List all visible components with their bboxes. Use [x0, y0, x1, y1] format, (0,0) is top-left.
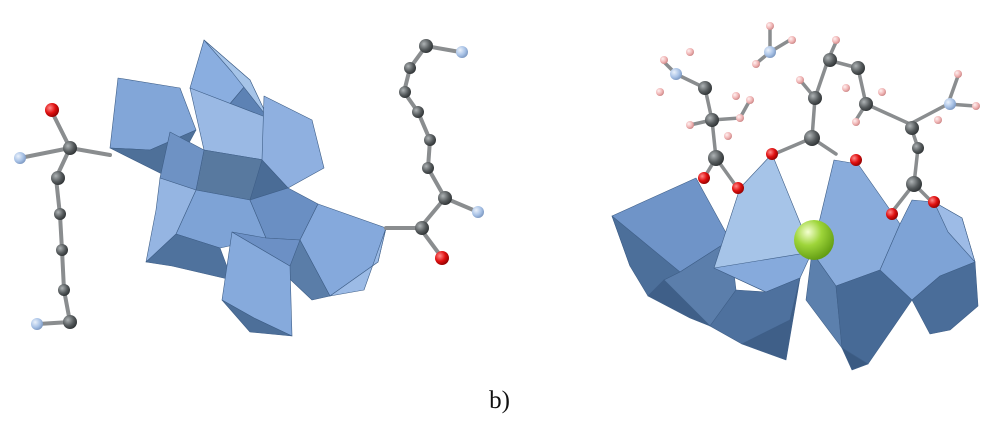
carbon-atom: [823, 53, 837, 67]
carbon-atom: [422, 162, 434, 174]
oxygen-atom: [886, 208, 898, 220]
hydrogen-atom: [752, 60, 760, 68]
left-molecule: [14, 39, 484, 337]
hydrogen-atom: [766, 22, 774, 30]
nitrogen-atom: [14, 152, 26, 164]
carbon-atom: [399, 86, 411, 98]
hydrogen-atom: [736, 114, 744, 122]
polyoxometalate-cluster-right: [611, 153, 979, 371]
carbon-atom: [51, 171, 65, 185]
carbon-atom: [419, 39, 433, 53]
carbon-atom: [851, 61, 865, 75]
carbon-atom: [859, 97, 873, 111]
hydrogen-atom: [746, 96, 754, 104]
hydrogen-atom: [796, 76, 804, 84]
carbon-atom: [906, 176, 922, 192]
carbon-atom: [63, 141, 77, 155]
oxygen-atom: [850, 154, 862, 166]
figure-caption: b): [489, 387, 510, 414]
carbon-atom: [705, 113, 719, 127]
carbon-atom: [58, 284, 70, 296]
hydrogen-atom: [788, 36, 796, 44]
hydrogen-atom: [660, 56, 668, 64]
hydrogen-atom: [842, 84, 850, 92]
nitrogen-atom: [472, 206, 484, 218]
oxygen-atom: [435, 251, 449, 265]
hydrogen-atom: [832, 36, 840, 44]
carbon-atom: [912, 142, 924, 154]
hydrogen-atom: [878, 88, 886, 96]
polyoxometalate-cluster-left: [109, 39, 387, 337]
hydrogen-atom: [954, 70, 962, 78]
nitrogen-atom: [944, 98, 956, 110]
carbon-atom: [415, 221, 429, 235]
right-chain-bonds: [384, 43, 480, 257]
oxygen-atom: [766, 148, 778, 160]
hydrogen-atoms: [656, 22, 980, 140]
carbon-atom: [412, 106, 424, 118]
carbon-atom: [804, 130, 820, 146]
nitrogen-atom: [31, 318, 43, 330]
hydrogen-atom: [972, 102, 980, 110]
right-molecule: [611, 22, 980, 371]
nitrogen-atom: [456, 46, 468, 58]
carbon-atom: [698, 81, 712, 95]
hydrogen-atom: [686, 48, 694, 56]
carbon-atom: [438, 191, 452, 205]
oxygen-atom: [698, 172, 710, 184]
nitrogen-atom: [764, 46, 776, 58]
hydrogen-atom: [686, 121, 694, 129]
carbon-atom: [63, 315, 77, 329]
carbon-atom: [56, 244, 68, 256]
hydrogen-atom: [732, 92, 740, 100]
oxygen-atom: [928, 196, 940, 208]
carbon-atom: [54, 208, 66, 220]
metal-ion: [794, 220, 834, 260]
nitrogen-atom: [670, 68, 682, 80]
oxygen-atom: [732, 182, 744, 194]
hydrogen-atom: [852, 118, 860, 126]
carbon-atom: [424, 134, 436, 146]
hydrogen-atom: [934, 116, 942, 124]
carbon-atom: [708, 150, 724, 166]
carbon-atom: [404, 62, 416, 74]
hydrogen-atom: [656, 88, 664, 96]
oxygen-atom: [45, 103, 59, 117]
hydrogen-atom: [724, 132, 732, 140]
ligand-bonds: [662, 28, 977, 214]
carbon-atom: [905, 121, 919, 135]
carbon-atom: [808, 91, 822, 105]
